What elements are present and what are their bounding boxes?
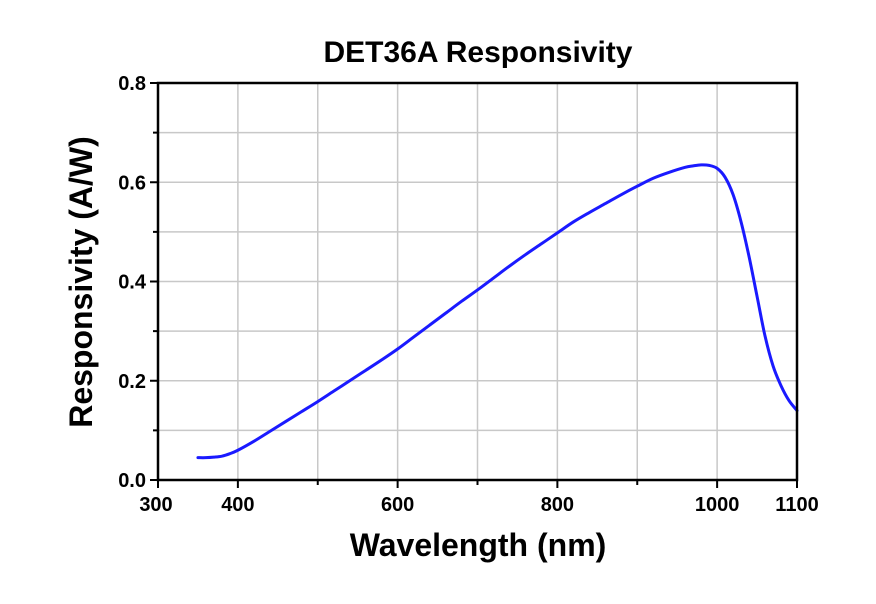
y-tick-label: 0.0 [118,470,146,492]
x-tick-labels: 300 400 600 800 1000 1100 [139,494,818,516]
responsivity-series-line [196,163,799,460]
series-layer [196,163,799,460]
x-axis-label: Wavelength (nm) [350,527,607,563]
y-axis-label: Responsivity (A/W) [63,136,99,428]
axis-ticks [150,82,798,488]
y-tick-label: 0.6 [118,172,146,194]
x-tick-label: 600 [381,494,414,516]
x-tick-label: 1000 [695,494,740,516]
x-tick-label: 300 [139,494,172,516]
y-tick-label: 0.2 [118,371,146,393]
y-tick-label: 0.8 [118,73,146,95]
x-tick-label: 400 [221,494,254,516]
y-tick-labels: 0.0 0.2 0.4 0.6 0.8 [118,73,147,492]
chart-title: DET36A Responsivity [324,36,633,69]
grid-lines [157,82,798,481]
y-tick-label: 0.4 [118,272,147,294]
x-tick-label: 800 [541,494,574,516]
x-tick-label: 1100 [775,494,818,516]
